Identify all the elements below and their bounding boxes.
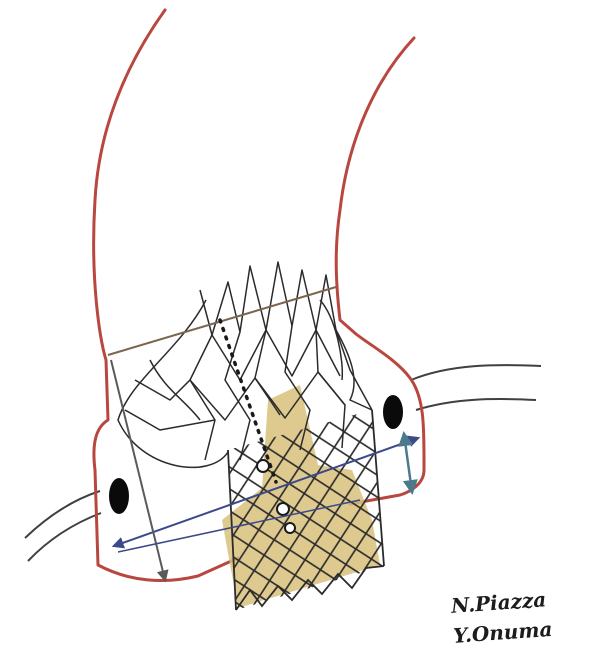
guide-marker-middle [276, 502, 290, 516]
aortic-root-left-wall [92, 8, 240, 583]
right-coronary-artery-lower [27, 512, 102, 562]
annulus-diameter-arrow [111, 435, 421, 549]
lower-frame-mesh [228, 410, 384, 610]
guide-marker-lower [284, 522, 296, 534]
right-coronary-ostium [109, 478, 129, 514]
lower-frame-edge-line [117, 499, 361, 553]
left-coronary-artery-lower [415, 398, 537, 411]
left-coronary-artery-upper [410, 364, 542, 381]
coronary-height-arrow [398, 431, 418, 495]
aortic-root-right-wall [334, 36, 426, 506]
upper-valve-frame [117, 261, 373, 469]
right-coronary-artery-upper [24, 490, 101, 539]
guide-marker-upper [256, 459, 270, 473]
author-signature: N.Piazza Y.Onuma [450, 581, 594, 651]
left-coronary-ostium [383, 395, 403, 429]
